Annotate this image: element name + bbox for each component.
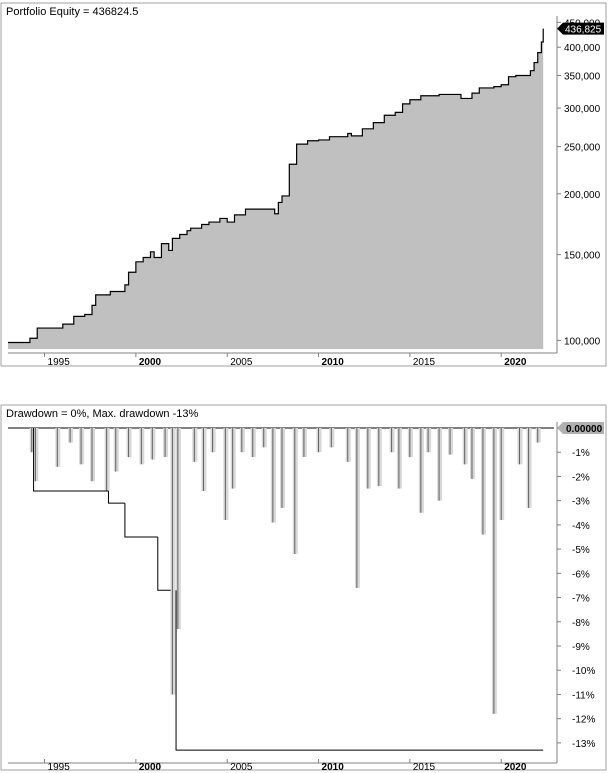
- drawdown-y-tick-label: -8%: [572, 618, 590, 629]
- drawdown-plot-frame: [0, 404, 607, 771]
- drawdown-y-tick-label: -1%: [572, 448, 590, 459]
- drawdown-x-axis: 1995 2000 2005 2010 2015 2020: [8, 759, 557, 773]
- equity-y-tick-label: 150,000: [564, 251, 601, 262]
- equity-badge-label: 436,825: [565, 25, 602, 36]
- drawdown-y-tick-label: -5%: [572, 545, 590, 556]
- equity-x-tick-label: 2015: [413, 357, 436, 368]
- drawdown-x-tick-label: 1995: [48, 762, 71, 773]
- drawdown-x-tick-label: 2010: [322, 762, 345, 773]
- equity-y-tick-label: 350,000: [564, 71, 601, 82]
- drawdown-x-tick-label: 2005: [230, 762, 253, 773]
- drawdown-y-tick-label: -9%: [572, 642, 590, 653]
- max-drawdown-line: [33, 428, 544, 751]
- drawdown-y-tick-label: -12%: [572, 715, 595, 726]
- drawdown-badge-shape: [557, 422, 604, 434]
- equity-y-tick-label: 200,000: [564, 190, 601, 201]
- drawdown-panel: Drawdown = 0%, Max. drawdown -13% 1995 20…: [0, 404, 607, 773]
- equity-x-tick-label: 2010: [322, 357, 345, 368]
- drawdown-y-axis: -1% -2% -3% -4% -5% -6% -7% -8% -9% -10% -11% -12% -…: [556, 422, 595, 763]
- equity-y-tick-label: 400,000: [564, 43, 601, 54]
- drawdown-y-tick-label: -2%: [572, 472, 590, 483]
- equity-chart-title: Portfolio Equity = 436824.5: [6, 6, 138, 18]
- equity-series: [8, 28, 544, 349]
- drawdown-x-tick-label: 2020: [504, 762, 527, 773]
- equity-line: [8, 28, 544, 344]
- equity-x-tick-label: 2000: [139, 357, 162, 368]
- equity-x-tick-label: 2005: [230, 357, 253, 368]
- equity-panel: Portfolio Equity = 436824.5 1995 2000 2005…: [0, 2, 607, 368]
- drawdown-series: [8, 427, 554, 751]
- equity-area: [8, 28, 544, 349]
- drawdown-y-tick-label: -10%: [572, 666, 595, 677]
- drawdown-y-tick-label: -13%: [572, 739, 595, 750]
- drawdown-badge-label: 0.00000: [566, 424, 603, 435]
- drawdown-y-tick-label: -4%: [572, 521, 590, 532]
- drawdown-y-tick-label: -11%: [572, 690, 595, 701]
- drawdown-last-value-badge: 0.00000: [557, 422, 604, 435]
- equity-y-tick-label: 250,000: [564, 143, 601, 154]
- equity-x-axis: 1995 2000 2005 2010 2015 2020: [8, 352, 557, 368]
- drawdown-x-tick-label: 2000: [139, 762, 162, 773]
- drawdown-y-tick-label: -7%: [572, 594, 590, 605]
- drawdown-y-tick-label: -3%: [572, 497, 590, 508]
- equity-x-tick-label: 2020: [504, 357, 527, 368]
- equity-y-tick-label: 300,000: [564, 104, 601, 115]
- drawdown-y-tick-label: -6%: [572, 569, 590, 580]
- drawdown-chart-title: Drawdown = 0%, Max. drawdown -13%: [6, 408, 198, 420]
- drawdown-x-tick-label: 2015: [413, 762, 436, 773]
- equity-badge-shape: [557, 22, 604, 35]
- equity-last-value-badge: 436,825: [557, 22, 604, 36]
- equity-x-tick-label: 1995: [48, 357, 71, 368]
- equity-y-tick-label: 100,000: [564, 336, 601, 347]
